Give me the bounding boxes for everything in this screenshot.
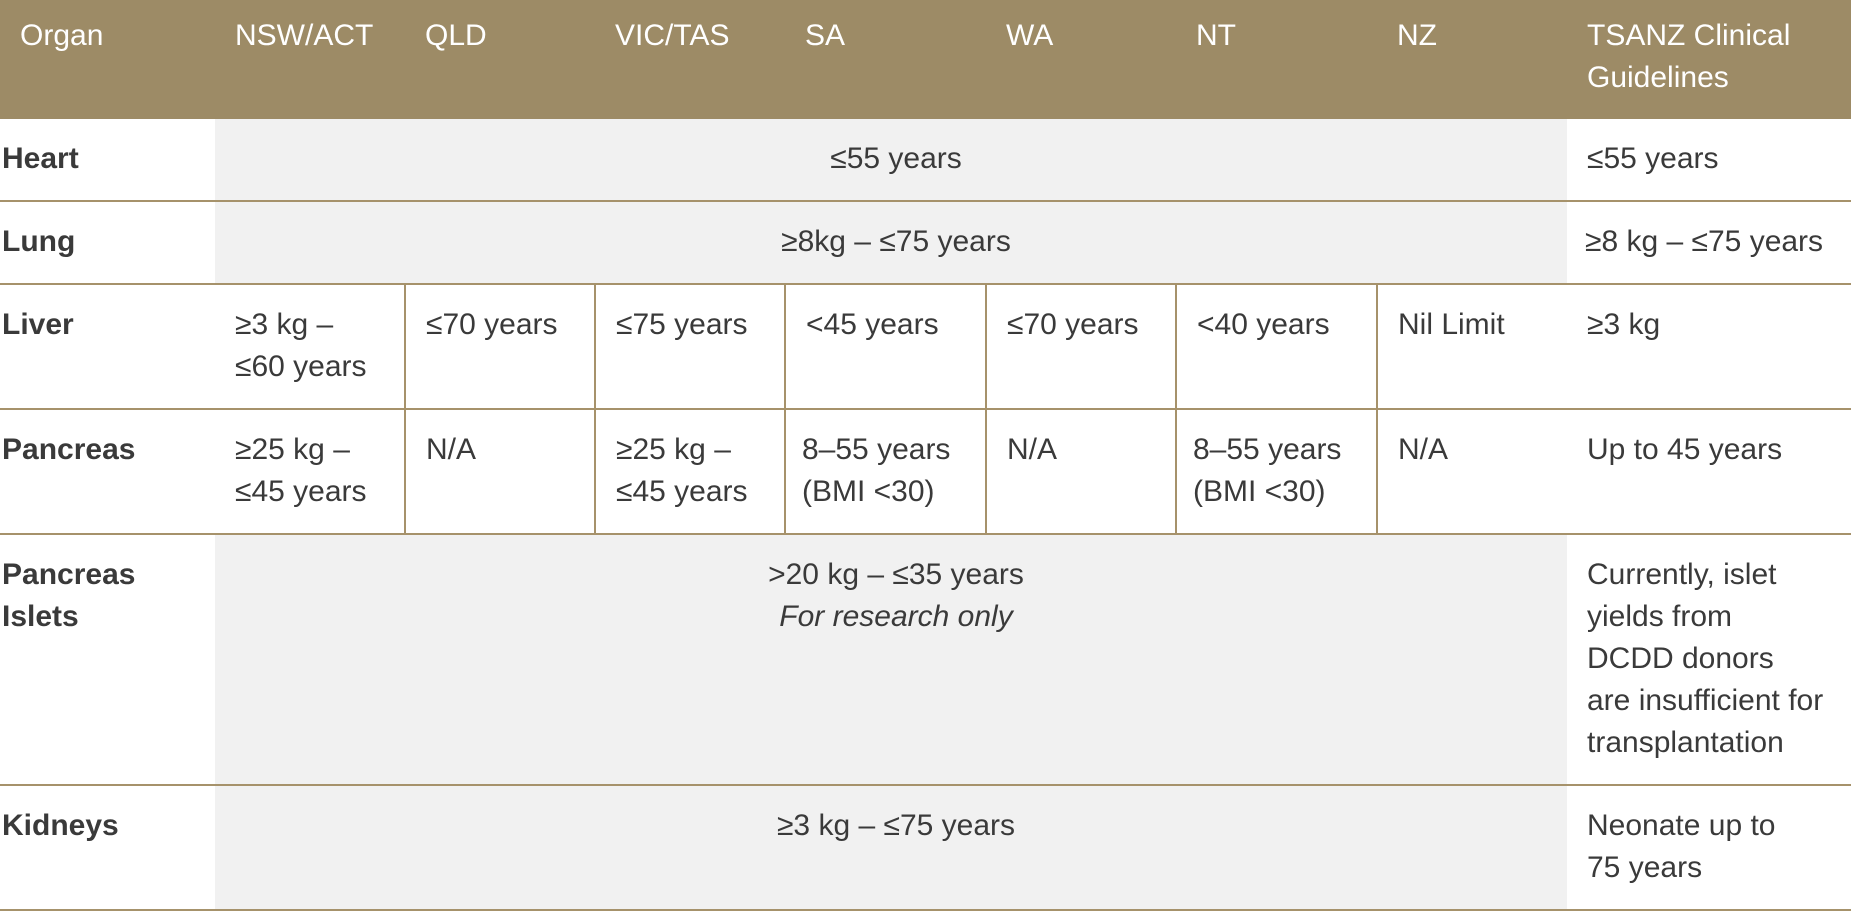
- islets-tsanz-line5: transplantation: [1587, 726, 1784, 759]
- pancreas-nz: N/A: [1377, 409, 1567, 535]
- pancreas-wa: N/A: [986, 409, 1177, 535]
- islets-organ-line2: Islets: [2, 600, 79, 633]
- liver-wa: ≤70 years: [986, 284, 1177, 410]
- pancreas-nt-line2: (BMI <30): [1193, 475, 1326, 508]
- header-sa: SA: [785, 0, 986, 119]
- header-nz: NZ: [1377, 0, 1567, 119]
- row-liver: Liver ≥3 kg – ≤60 years ≤70 years ≤75 ye…: [0, 284, 1851, 410]
- row-pancreas: Pancreas ≥25 kg – ≤45 years N/A ≥25 kg –…: [0, 409, 1851, 535]
- pancreas-vic-tas: ≥25 kg – ≤45 years: [595, 409, 786, 535]
- liver-nt: <40 years: [1176, 284, 1378, 410]
- organ-pancreas-islets: Pancreas Islets: [0, 534, 215, 786]
- pancreas-nsw-line2: ≤45 years: [235, 475, 367, 508]
- header-vic-tas: VIC/TAS: [595, 0, 785, 119]
- pancreas-sa-line1: 8–55 years: [802, 433, 951, 466]
- islets-tsanz-line2: yields from: [1587, 600, 1733, 633]
- organ-liver: Liver: [0, 284, 215, 410]
- row-lung: Lung ≥8kg – ≤75 years ≥8 kg – ≤75 years: [0, 201, 1851, 285]
- kidneys-tsanz-line1: Neonate up to: [1587, 809, 1776, 842]
- pancreas-vic-line2: ≤45 years: [616, 475, 748, 508]
- pancreas-nt-line1: 8–55 years: [1193, 433, 1342, 466]
- liver-vic-tas: ≤75 years: [595, 284, 786, 410]
- islets-tsanz-line1: Currently, islet: [1587, 558, 1777, 591]
- organ-heart: Heart: [0, 119, 215, 202]
- islets-tsanz: Currently, islet yields from DCDD donors…: [1567, 534, 1851, 786]
- organ-kidneys: Kidneys: [0, 785, 215, 911]
- pancreas-sa: 8–55 years (BMI <30): [785, 409, 987, 535]
- pancreas-nsw-line1: ≥25 kg –: [235, 433, 350, 466]
- liver-qld: ≤70 years: [405, 284, 596, 410]
- row-pancreas-islets: Pancreas Islets >20 kg – ≤35 years For r…: [0, 534, 1851, 786]
- liver-sa: <45 years: [785, 284, 987, 410]
- pancreas-vic-line1: ≥25 kg –: [616, 433, 731, 466]
- lung-all-regions: ≥8kg – ≤75 years: [215, 201, 1567, 285]
- islets-organ-line1: Pancreas: [2, 558, 136, 591]
- header-row: Organ NSW/ACT QLD VIC/TAS SA WA NT NZ TS…: [0, 0, 1851, 119]
- pancreas-sa-line2: (BMI <30): [802, 475, 935, 508]
- organ-pancreas: Pancreas: [0, 409, 215, 535]
- islets-tsanz-line3: DCDD donors: [1587, 642, 1774, 675]
- pancreas-tsanz: Up to 45 years: [1567, 409, 1851, 535]
- islets-research-note: For research only: [779, 600, 1013, 633]
- pancreas-nsw-act: ≥25 kg – ≤45 years: [215, 409, 406, 535]
- kidneys-tsanz: Neonate up to 75 years: [1567, 785, 1851, 911]
- pancreas-qld: N/A: [405, 409, 596, 535]
- header-nt: NT: [1176, 0, 1377, 119]
- heart-all-regions: ≤55 years: [215, 119, 1567, 202]
- header-organ: Organ: [0, 0, 215, 119]
- lung-tsanz: ≥8 kg – ≤75 years: [1567, 201, 1851, 285]
- pancreas-nt: 8–55 years (BMI <30): [1176, 409, 1378, 535]
- heart-tsanz: ≤55 years: [1567, 119, 1851, 202]
- header-qld: QLD: [405, 0, 595, 119]
- islets-tsanz-line4: are insufficient for: [1587, 684, 1824, 717]
- liver-nz: Nil Limit: [1377, 284, 1567, 410]
- liver-tsanz: ≥3 kg: [1567, 284, 1851, 410]
- header-nsw-act: NSW/ACT: [215, 0, 405, 119]
- row-heart: Heart ≤55 years ≤55 years: [0, 119, 1851, 202]
- kidneys-all-regions: ≥3 kg – ≤75 years: [215, 785, 1567, 911]
- islets-criteria: >20 kg – ≤35 years: [768, 558, 1024, 591]
- header-wa: WA: [986, 0, 1176, 119]
- islets-all-regions: >20 kg – ≤35 years For research only: [215, 534, 1567, 786]
- row-kidneys: Kidneys ≥3 kg – ≤75 years Neonate up to …: [0, 785, 1851, 911]
- header-tsanz: TSANZ Clinical Guidelines: [1567, 0, 1851, 119]
- kidneys-tsanz-line2: 75 years: [1587, 851, 1703, 884]
- organ-lung: Lung: [0, 201, 215, 285]
- liver-nsw-act: ≥3 kg – ≤60 years: [215, 284, 406, 410]
- liver-nsw-line2: ≤60 years: [235, 350, 367, 383]
- liver-nsw-line1: ≥3 kg –: [235, 308, 334, 341]
